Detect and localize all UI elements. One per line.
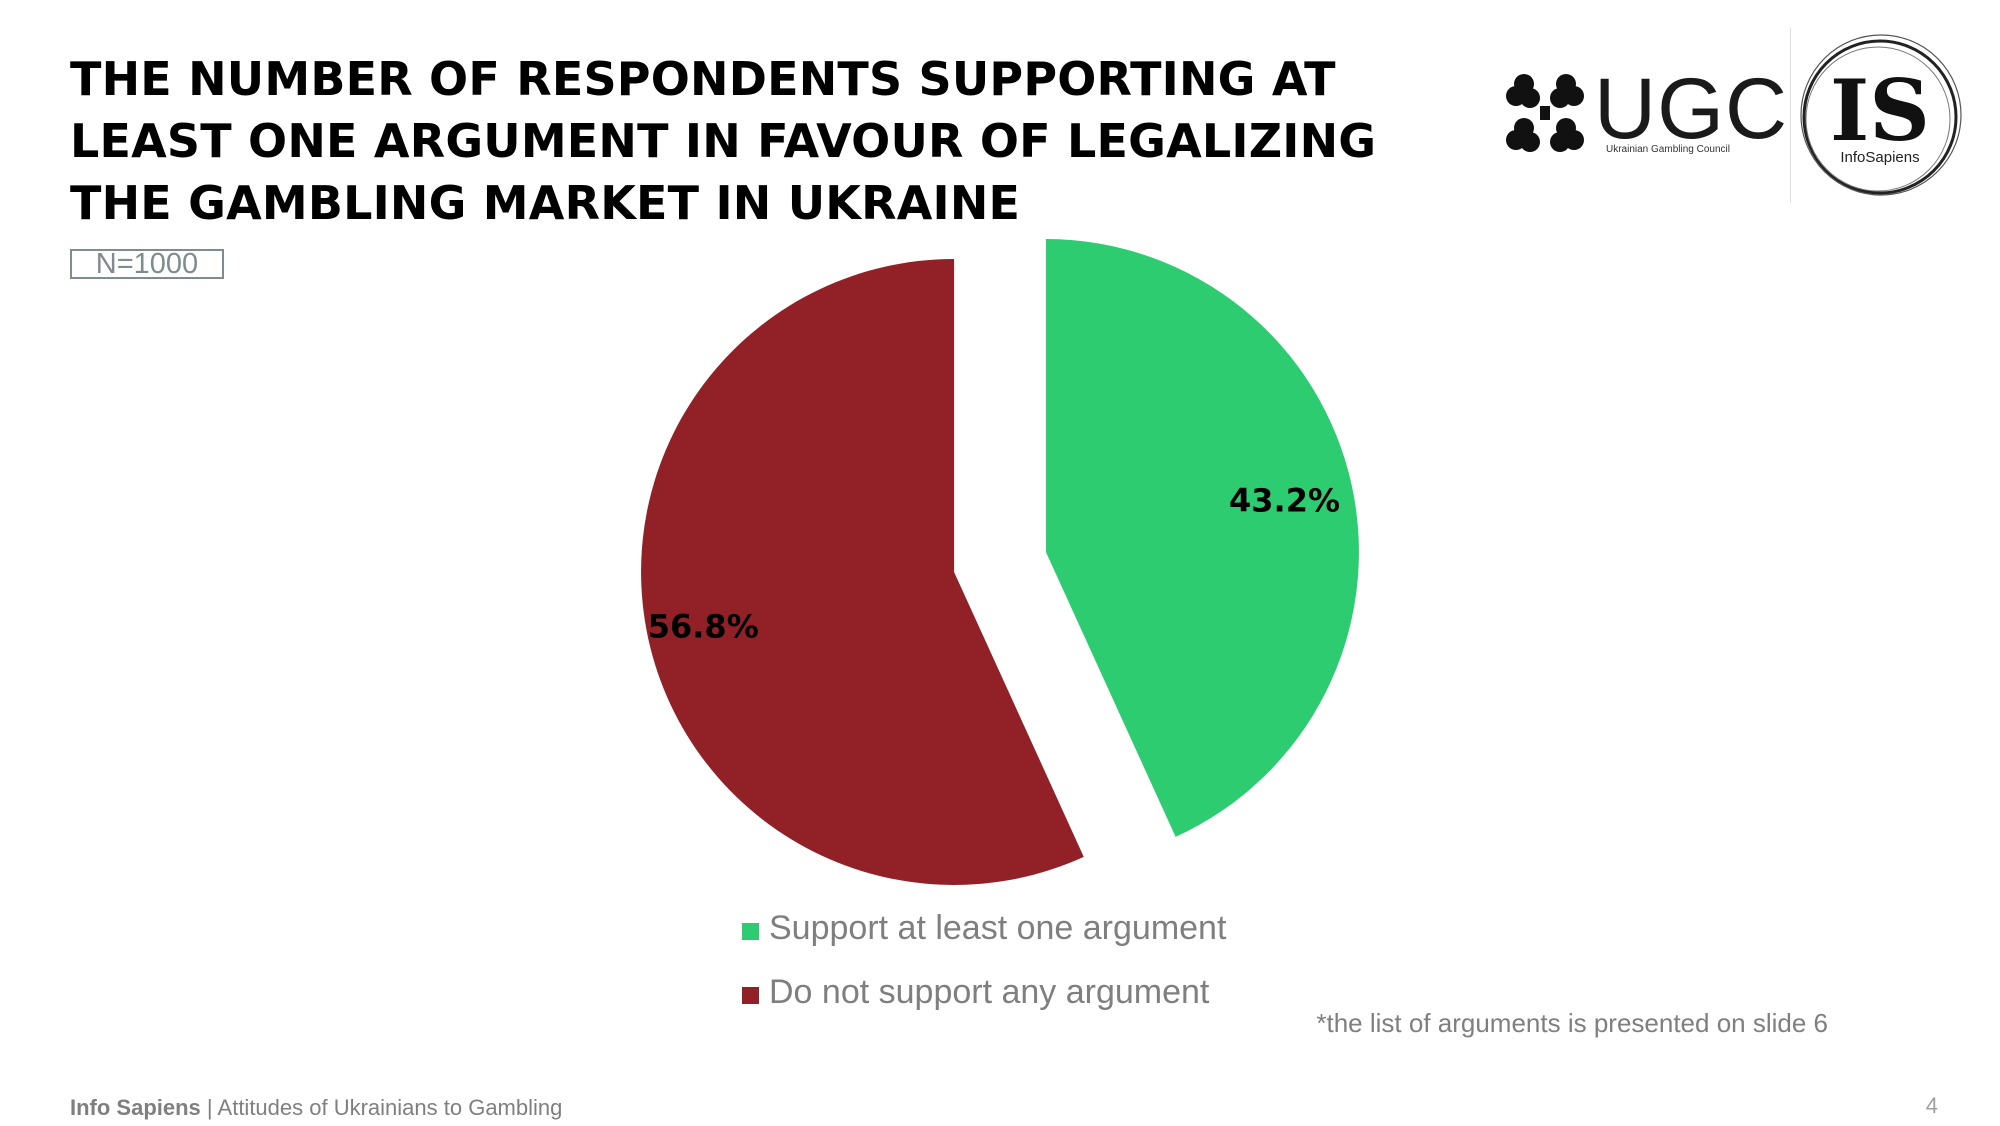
footer: Info Sapiens | Attitudes of Ukrainians t… [70, 1095, 562, 1121]
legend-item-support: Support at least one argument [742, 896, 1226, 960]
logo-divider [1790, 28, 1791, 203]
ugc-logo-text: UGC [1594, 61, 1789, 157]
title-line-1: THE NUMBER OF RESPONDENTS SUPPORTING AT [70, 52, 1336, 106]
footer-brand: Info Sapiens [70, 1095, 201, 1120]
sample-size-badge: N=1000 [70, 249, 224, 279]
infosapiens-logo-text: IS [1830, 61, 1930, 160]
ugc-logo-subtitle: Ukrainian Gambling Council [1606, 144, 1730, 155]
legend-swatch-support [742, 922, 759, 940]
ugc-clover-icon [1506, 74, 1584, 152]
legend-item-not-support: Do not support any argument [742, 960, 1226, 1024]
infosapiens-logo: IS InfoSapiens [1800, 34, 1962, 196]
chart-legend: Support at least one argument Do not sup… [742, 896, 1226, 1024]
footer-subtitle: Attitudes of Ukrainians to Gambling [217, 1095, 563, 1120]
page-title: THE NUMBER OF RESPONDENTS SUPPORTING AT … [70, 48, 1450, 234]
pie-slice-not-support [641, 258, 1084, 885]
footer-separator: | [200, 1095, 218, 1120]
title-line-3: THE GAMBLING MARKET IN UKRAINE [70, 176, 1021, 230]
pie-slice-support [1045, 239, 1359, 837]
footnote: *the list of arguments is presented on s… [1316, 1008, 1828, 1038]
legend-label-not-support: Do not support any argument [769, 972, 1210, 1011]
title-line-2: LEAST ONE ARGUMENT IN FAVOUR OF LEGALIZI… [70, 114, 1377, 168]
data-label-support: 43.2% [1229, 481, 1340, 519]
legend-label-support: Support at least one argument [769, 908, 1227, 947]
logo-group: UGC Ukrainian Gambling Council IS InfoSa… [1490, 28, 1970, 208]
data-label-not-support: 56.8% [648, 607, 759, 645]
page-number: 4 [1925, 1093, 1938, 1118]
infosapiens-logo-subtitle: InfoSapiens [1840, 149, 1919, 166]
legend-swatch-not-support [742, 986, 759, 1004]
